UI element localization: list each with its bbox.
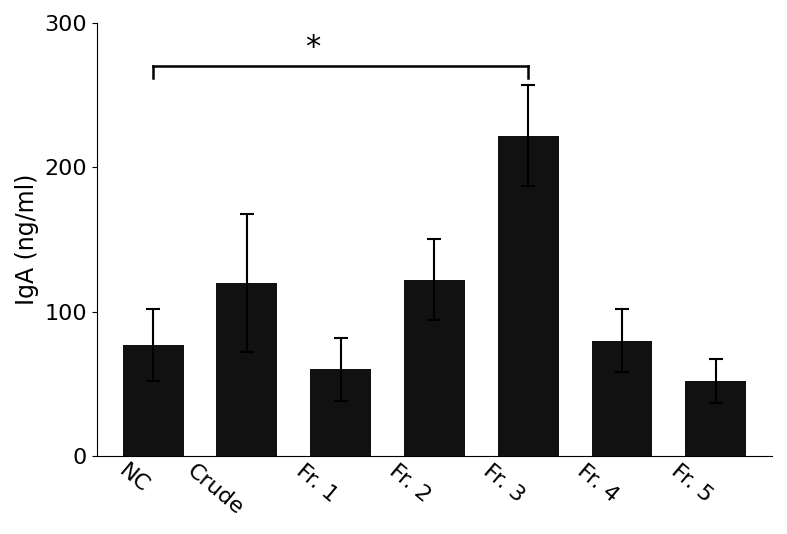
Bar [404,280,465,456]
Y-axis label: IgA (ng/ml): IgA (ng/ml) [15,174,39,305]
Bar [123,345,183,456]
Text: *: * [305,33,320,62]
Bar [497,136,559,456]
Bar [310,370,371,456]
Bar [592,341,652,456]
Bar [685,381,746,456]
Bar [216,283,277,456]
